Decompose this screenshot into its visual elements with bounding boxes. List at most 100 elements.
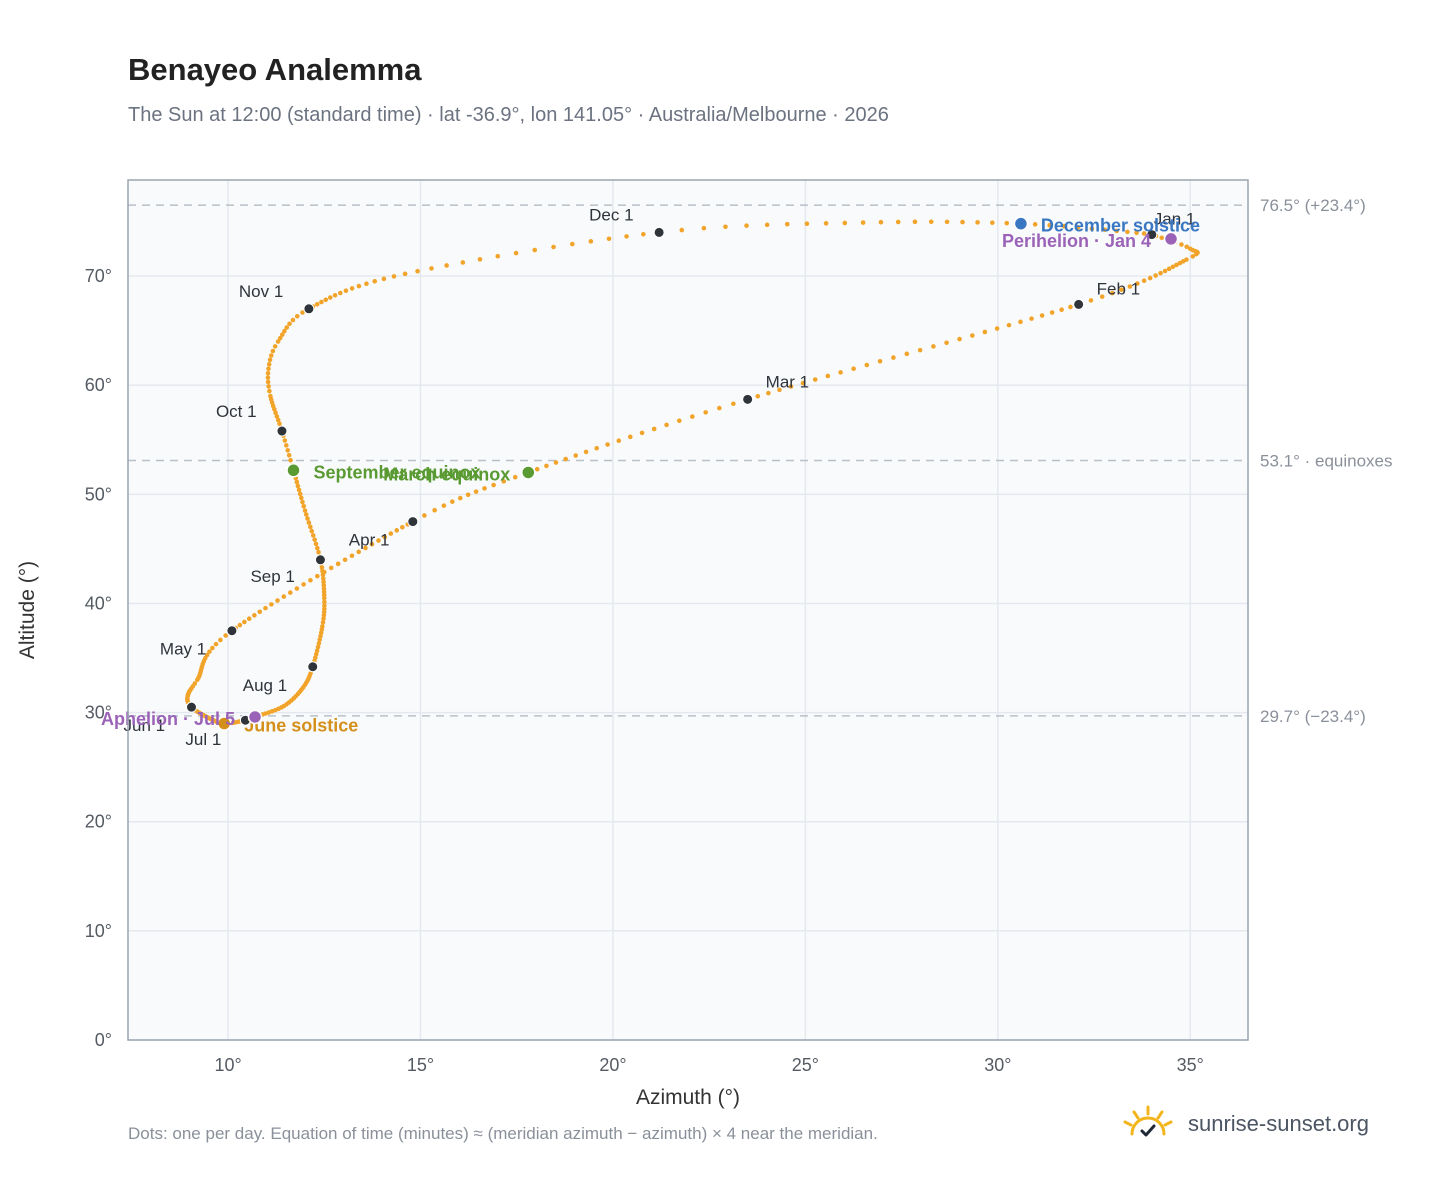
- day-dot: [1166, 266, 1172, 272]
- day-dot: [332, 292, 338, 298]
- day-dot: [298, 495, 304, 501]
- day-dot: [544, 463, 549, 469]
- day-dot: [877, 358, 883, 364]
- day-dot: [322, 603, 327, 608]
- day-dot: [320, 624, 325, 629]
- month-marker: [742, 393, 754, 405]
- day-dot: [290, 317, 296, 323]
- day-dot: [1134, 230, 1139, 236]
- day-dot: [679, 227, 685, 233]
- x-tick-label: 10°: [214, 1055, 241, 1075]
- day-dot: [321, 582, 327, 588]
- day-dot: [301, 582, 306, 587]
- day-dot: [343, 288, 349, 294]
- day-dot: [804, 221, 810, 227]
- day-dot: [878, 219, 884, 225]
- day-dot: [320, 568, 325, 574]
- y-tick-label: 50°: [85, 484, 112, 504]
- day-dot: [477, 257, 483, 262]
- day-dot: [588, 239, 594, 244]
- day-dot: [429, 266, 434, 271]
- day-dot: [381, 276, 387, 282]
- day-dot: [277, 421, 282, 426]
- day-dot: [415, 268, 420, 274]
- event-marker: [521, 465, 536, 480]
- day-dot: [313, 652, 319, 657]
- day-dot: [1075, 225, 1081, 230]
- event-marker: [247, 709, 263, 725]
- day-dot: [570, 241, 575, 247]
- day-dot: [1170, 264, 1176, 270]
- day-dot: [1141, 278, 1147, 284]
- month-label: Jun 1: [124, 716, 166, 735]
- day-dot: [441, 503, 447, 508]
- day-dot: [1089, 226, 1095, 231]
- month-label: Oct 1: [216, 402, 257, 421]
- day-dot: [279, 332, 285, 337]
- day-dot: [457, 495, 463, 501]
- day-dot: [491, 482, 496, 488]
- event-marker: [286, 463, 301, 478]
- day-dot: [283, 443, 289, 448]
- day-dot: [465, 492, 471, 498]
- y-tick-label: 20°: [85, 812, 112, 832]
- day-dot: [257, 609, 263, 615]
- month-marker: [307, 661, 319, 673]
- day-dot: [616, 438, 622, 444]
- y-tick-label: 0°: [95, 1030, 112, 1050]
- day-dot: [213, 641, 219, 647]
- day-dot: [838, 370, 843, 375]
- day-dot: [501, 479, 507, 484]
- day-dot: [444, 263, 449, 268]
- day-dot: [194, 677, 200, 683]
- day-dot: [788, 384, 794, 389]
- day-dot: [297, 491, 303, 497]
- day-dot: [266, 384, 271, 389]
- day-dot: [237, 622, 243, 628]
- day-dot: [300, 499, 305, 505]
- day-dot: [1174, 262, 1179, 268]
- day-dot: [1018, 319, 1023, 325]
- day-dot: [322, 599, 327, 605]
- day-dot: [305, 516, 310, 521]
- chart-title: Benayeo Analemma: [128, 52, 422, 87]
- event-label: June solstice: [244, 716, 358, 736]
- day-dot: [308, 524, 313, 530]
- reference-label: 53.1° · equinoxes: [1260, 451, 1393, 470]
- day-dot: [266, 366, 271, 372]
- day-dot: [1088, 298, 1094, 303]
- day-dot: [917, 347, 923, 353]
- day-dot: [270, 348, 276, 354]
- month-marker: [226, 625, 238, 637]
- sunrise-logo-icon: [1123, 1105, 1173, 1137]
- day-dot: [553, 460, 559, 465]
- month-marker: [276, 425, 288, 437]
- day-dot: [606, 236, 612, 242]
- brand[interactable]: sunrise-sunset.org: [1120, 1104, 1369, 1144]
- day-dot: [701, 225, 707, 231]
- event-marker: [1163, 231, 1179, 247]
- day-dot: [1110, 290, 1115, 296]
- day-dot: [309, 528, 315, 534]
- day-dot: [320, 620, 326, 625]
- day-dot: [651, 426, 657, 432]
- day-dot: [723, 224, 728, 230]
- day-dot: [1141, 231, 1147, 236]
- day-dot: [895, 219, 901, 225]
- day-dot: [1119, 287, 1124, 293]
- y-tick-label: 60°: [85, 375, 112, 395]
- day-dot: [284, 325, 290, 330]
- month-marker: [186, 701, 198, 713]
- day-dot: [624, 234, 629, 239]
- reference-label: 29.7° (−23.4°): [1260, 707, 1366, 726]
- day-dot: [534, 466, 540, 472]
- day-dot: [369, 541, 375, 547]
- day-dot: [482, 486, 487, 491]
- plot-frame: [127, 179, 1249, 1041]
- month-marker: [1146, 229, 1158, 241]
- day-dot: [1099, 294, 1105, 299]
- day-dot: [246, 616, 252, 622]
- day-dot: [223, 633, 228, 638]
- day-dot: [321, 589, 327, 595]
